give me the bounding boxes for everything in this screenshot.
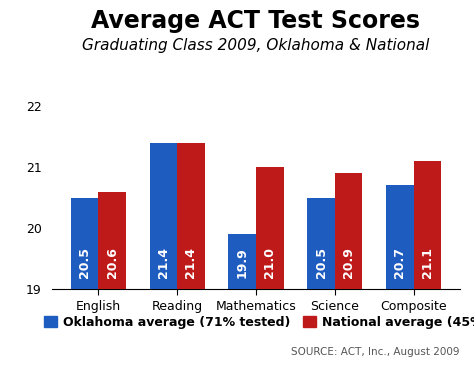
Text: 20.7: 20.7 (393, 247, 406, 278)
Text: 20.9: 20.9 (342, 247, 355, 278)
Text: Graduating Class 2009, Oklahoma & National: Graduating Class 2009, Oklahoma & Nation… (82, 38, 429, 53)
Bar (149, 143, 177, 289)
Bar (256, 167, 283, 289)
Bar (335, 173, 363, 289)
Text: 21.4: 21.4 (157, 247, 170, 278)
Bar (228, 234, 256, 289)
Text: 20.5: 20.5 (315, 247, 328, 278)
Text: Average ACT Test Scores: Average ACT Test Scores (91, 9, 420, 33)
Text: 21.1: 21.1 (421, 247, 434, 278)
Text: 21.4: 21.4 (184, 247, 197, 278)
Text: 21.0: 21.0 (263, 247, 276, 278)
Text: SOURCE: ACT, Inc., August 2009: SOURCE: ACT, Inc., August 2009 (292, 347, 460, 357)
Bar (414, 161, 441, 289)
Bar (307, 198, 335, 289)
Bar (177, 143, 205, 289)
Text: 20.6: 20.6 (106, 247, 118, 278)
Text: 20.5: 20.5 (78, 247, 91, 278)
Bar (386, 186, 414, 289)
Text: 19.9: 19.9 (236, 247, 249, 278)
Legend: Oklahoma average (71% tested), National average (45% tested): Oklahoma average (71% tested), National … (39, 311, 474, 334)
Bar (71, 198, 98, 289)
Bar (98, 191, 126, 289)
